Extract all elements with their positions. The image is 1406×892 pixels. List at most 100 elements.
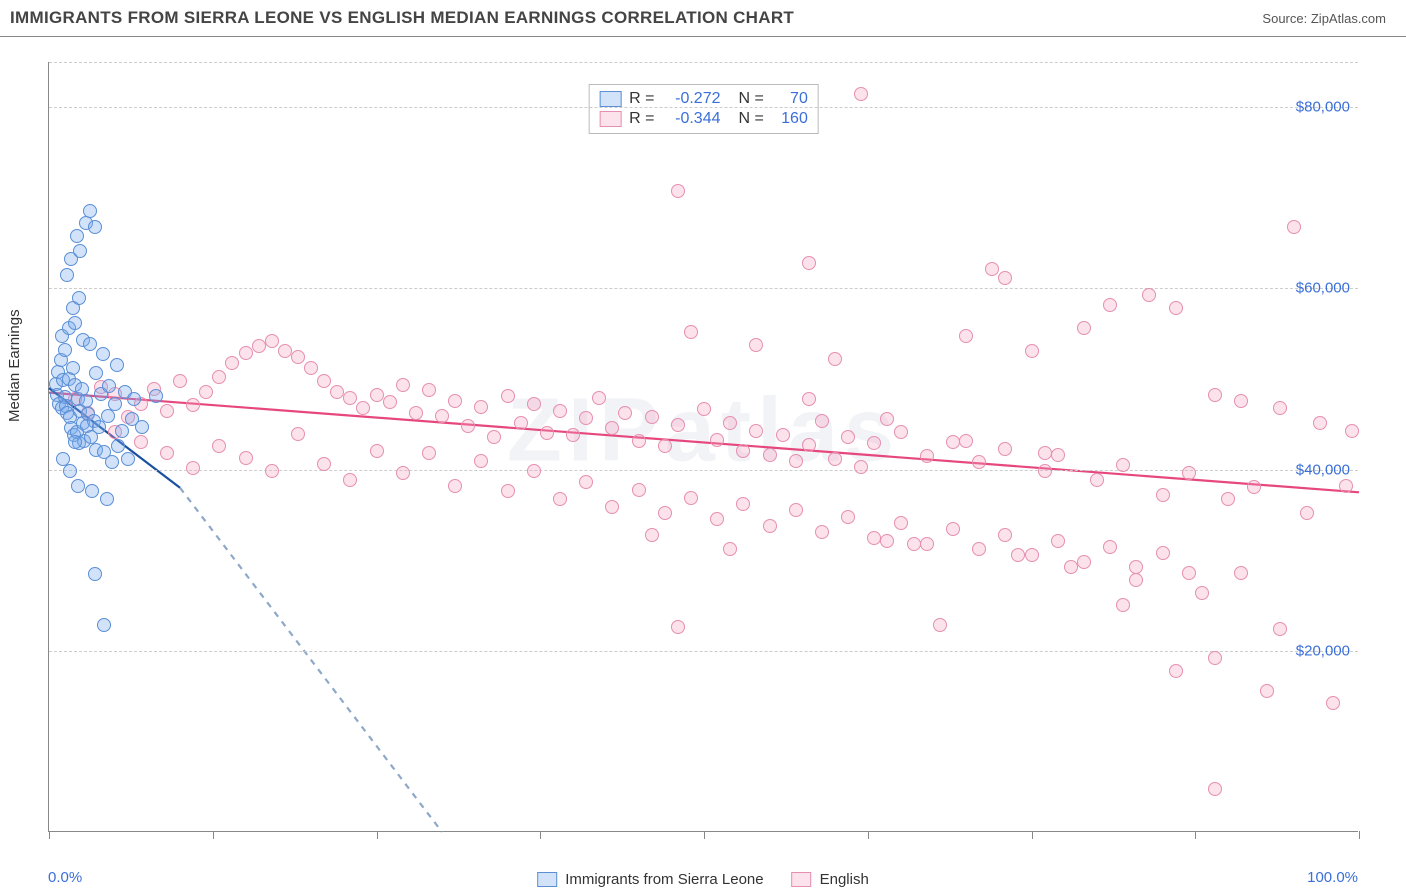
data-point-english [1038,446,1052,460]
data-point-english [278,344,292,358]
data-point-english [802,392,816,406]
data-point-sierra-leone [73,244,87,258]
data-point-english [291,427,305,441]
data-point-english [317,457,331,471]
data-point-english [448,394,462,408]
data-point-english [527,397,541,411]
data-point-english [422,383,436,397]
data-point-english [671,620,685,634]
data-point-sierra-leone [68,435,82,449]
data-point-english [1103,298,1117,312]
data-point-english [239,451,253,465]
data-point-sierra-leone [79,394,93,408]
data-point-english [618,406,632,420]
data-point-english [959,329,973,343]
data-point-english [815,525,829,539]
data-point-english [763,448,777,462]
data-point-english [592,391,606,405]
data-point-sierra-leone [102,379,116,393]
chart-container: Median Earnings ZIPatlas R = -0.272 N = … [0,42,1406,892]
data-point-english [946,522,960,536]
data-point-english [972,542,986,556]
data-point-english [409,406,423,420]
y-tick-label: $20,000 [1296,642,1350,659]
data-point-english [1116,598,1130,612]
data-point-english [422,446,436,460]
n-value-english: 160 [772,110,808,128]
data-point-sierra-leone [71,479,85,493]
data-point-english [212,370,226,384]
data-point-english [1208,388,1222,402]
data-point-english [396,466,410,480]
data-point-english [1077,321,1091,335]
data-point-sierra-leone [115,424,129,438]
data-point-english [658,439,672,453]
data-point-sierra-leone [66,361,80,375]
data-point-sierra-leone [60,268,74,282]
data-point-english [894,516,908,530]
data-point-english [330,385,344,399]
data-point-english [671,184,685,198]
data-point-sierra-leone [88,567,102,581]
data-point-english [474,400,488,414]
data-point-sierra-leone [149,389,163,403]
data-point-english [894,425,908,439]
legend-item-english: English [792,871,869,888]
legend-item-sierra-leone: Immigrants from Sierra Leone [537,871,763,888]
data-point-english [1064,560,1078,574]
chart-header: IMMIGRANTS FROM SIERRA LEONE VS ENGLISH … [0,0,1406,37]
data-point-english [1011,548,1025,562]
data-point-english [1025,344,1039,358]
swatch-sierra-leone [537,872,557,887]
data-point-english [370,388,384,402]
data-point-english [1182,466,1196,480]
x-tick [1359,831,1360,839]
data-point-english [1300,506,1314,520]
data-point-english [553,404,567,418]
data-point-english [396,378,410,392]
data-point-english [1313,416,1327,430]
trend-lines-svg [49,62,1359,832]
data-point-english [199,385,213,399]
data-point-english [1273,622,1287,636]
data-point-english [684,325,698,339]
data-point-english [370,444,384,458]
n-label: N = [739,90,764,108]
x-tick [1195,831,1196,839]
data-point-english [1339,479,1353,493]
r-value-english: -0.344 [663,110,721,128]
data-point-sierra-leone [58,343,72,357]
data-point-sierra-leone [127,392,141,406]
y-axis-label: Median Earnings [6,309,23,422]
data-point-english [723,416,737,430]
data-point-english [160,404,174,418]
data-point-english [605,421,619,435]
data-point-english [1273,401,1287,415]
data-point-english [501,389,515,403]
data-point-english [1129,560,1143,574]
data-point-english [186,398,200,412]
x-axis-min-label: 0.0% [48,869,82,886]
x-tick [704,831,705,839]
data-point-english [1142,288,1156,302]
data-point-english [304,361,318,375]
data-point-sierra-leone [110,358,124,372]
data-point-english [998,271,1012,285]
data-point-english [723,542,737,556]
y-tick-label: $80,000 [1296,99,1350,116]
data-point-english [710,512,724,526]
data-point-english [854,87,868,101]
data-point-english [749,424,763,438]
data-point-english [553,492,567,506]
data-point-english [907,537,921,551]
data-point-english [1103,540,1117,554]
data-point-english [697,402,711,416]
data-point-english [920,449,934,463]
data-point-english [1116,458,1130,472]
data-point-english [1326,696,1340,710]
data-point-english [1077,555,1091,569]
data-point-english [212,439,226,453]
y-tick-label: $60,000 [1296,280,1350,297]
data-point-english [749,338,763,352]
data-point-english [880,534,894,548]
